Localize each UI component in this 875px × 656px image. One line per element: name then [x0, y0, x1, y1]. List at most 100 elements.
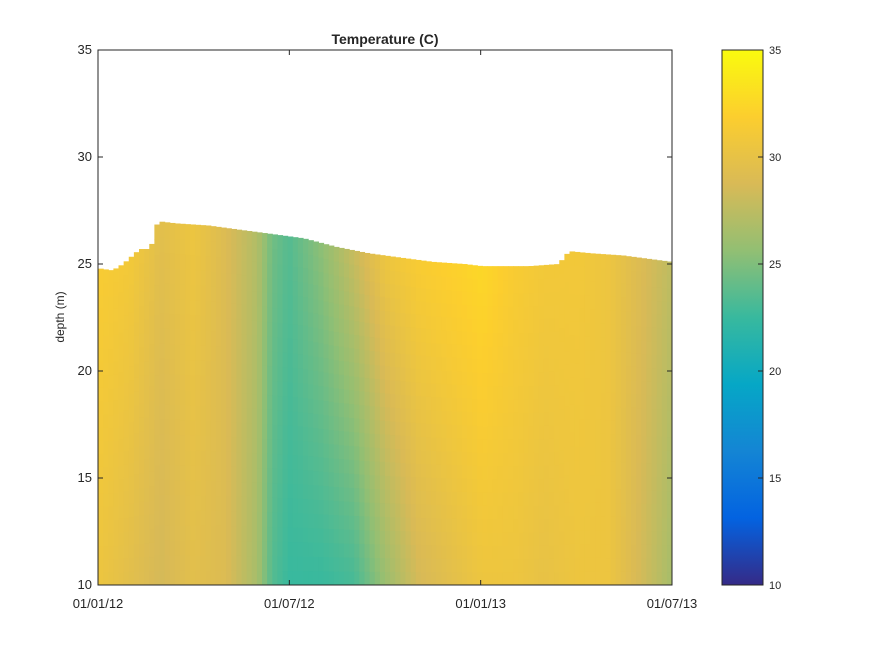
heatmap-cell [666, 490, 672, 505]
heatmap-cell [113, 453, 120, 467]
heatmap-cell [605, 571, 612, 585]
heatmap-cell [426, 423, 432, 438]
heatmap-cell [210, 241, 217, 257]
heatmap-cell [456, 424, 463, 439]
heatmap-cell [415, 463, 422, 478]
heatmap-cell [215, 361, 222, 377]
heatmap-cell [605, 309, 612, 324]
heatmap-cell [492, 465, 499, 480]
heatmap-cell [528, 279, 535, 294]
heatmap-cell [625, 283, 632, 298]
heatmap-cell [590, 460, 596, 476]
heatmap-cell [446, 370, 453, 385]
heatmap-cell [369, 405, 376, 420]
heatmap-cell [333, 345, 340, 361]
heatmap-cell [646, 394, 653, 409]
heatmap-cell [123, 544, 130, 559]
heatmap-cell [451, 464, 458, 479]
heatmap-cell [272, 409, 278, 425]
heatmap-cell [282, 555, 289, 572]
heatmap-cell [349, 431, 355, 446]
heatmap-cell [656, 571, 663, 585]
heatmap-cell [605, 433, 612, 448]
heatmap-cell [164, 539, 171, 556]
heatmap-cell [518, 292, 524, 307]
heatmap-cell [482, 266, 489, 281]
heatmap-cell [277, 512, 284, 528]
heatmap-cell [359, 543, 366, 558]
heatmap-cell [262, 497, 268, 513]
heatmap-cell [492, 531, 499, 546]
heatmap-cell [446, 491, 453, 506]
heatmap-cell [615, 365, 622, 380]
heatmap-cell [656, 260, 663, 275]
heatmap-cell [467, 331, 473, 346]
heatmap-cell [636, 366, 642, 381]
heatmap-cell [231, 510, 237, 527]
heatmap-cell [262, 467, 268, 483]
heatmap-cell [190, 419, 196, 436]
heatmap-cell [103, 532, 109, 547]
heatmap-cell [426, 355, 432, 370]
heatmap-cell [590, 433, 596, 448]
heatmap-cell [364, 446, 371, 462]
heatmap-cell [554, 558, 560, 573]
heatmap-cell [636, 298, 642, 313]
heatmap-cell [287, 236, 294, 252]
heatmap-cell [533, 385, 540, 400]
heatmap-cell [313, 284, 319, 300]
heatmap-cell [133, 376, 140, 392]
heatmap-cell [497, 372, 504, 387]
heatmap-cell [461, 264, 468, 278]
heatmap-cell [349, 319, 355, 335]
heatmap-cell [451, 263, 458, 278]
heatmap-cell [487, 292, 494, 307]
heatmap-cell [620, 557, 627, 572]
heatmap-cell [477, 505, 483, 520]
heatmap-cell [661, 382, 668, 397]
heatmap-cell [385, 283, 391, 298]
heatmap-cell [200, 360, 207, 376]
heatmap-cell [600, 336, 606, 352]
heatmap-cell [523, 492, 530, 506]
heatmap-cell [272, 395, 278, 411]
heatmap-cell [584, 446, 591, 462]
heatmap-cell [313, 513, 319, 529]
heatmap-cell [559, 327, 565, 342]
heatmap-cell [277, 526, 284, 542]
heatmap-cell [174, 253, 181, 270]
heatmap-cell [523, 478, 530, 493]
heatmap-cell [456, 303, 463, 318]
heatmap-cell [646, 299, 653, 314]
heatmap-cell [543, 478, 550, 493]
heatmap-cell [451, 330, 458, 345]
heatmap-cell [210, 360, 217, 377]
heatmap-cell [410, 259, 417, 274]
heatmap-cell [318, 242, 325, 258]
heatmap-cell [267, 570, 273, 585]
heatmap-cell [518, 279, 524, 294]
heatmap-cell [528, 545, 535, 560]
heatmap-cell [159, 463, 166, 480]
heatmap-cell [205, 435, 212, 451]
heatmap-cell [195, 299, 202, 316]
heatmap-cell [246, 393, 253, 409]
heatmap-cell [492, 478, 499, 493]
heatmap-cell [246, 334, 253, 350]
heatmap-cell [569, 279, 576, 294]
heatmap-cell [595, 474, 601, 489]
heatmap-cell [215, 286, 222, 303]
heatmap-cell [292, 512, 299, 528]
heatmap-cell [241, 437, 248, 453]
heatmap-cell [374, 254, 381, 269]
heatmap-cell [292, 527, 299, 543]
heatmap-cell [569, 459, 576, 475]
heatmap-cell [185, 434, 191, 451]
heatmap-cell [620, 461, 627, 476]
heatmap-cell [359, 293, 366, 309]
heatmap-cell [205, 570, 212, 585]
heatmap-cell [195, 374, 202, 391]
heatmap-cell [600, 364, 606, 379]
heatmap-cell [333, 458, 340, 473]
heatmap-cell [436, 558, 442, 573]
